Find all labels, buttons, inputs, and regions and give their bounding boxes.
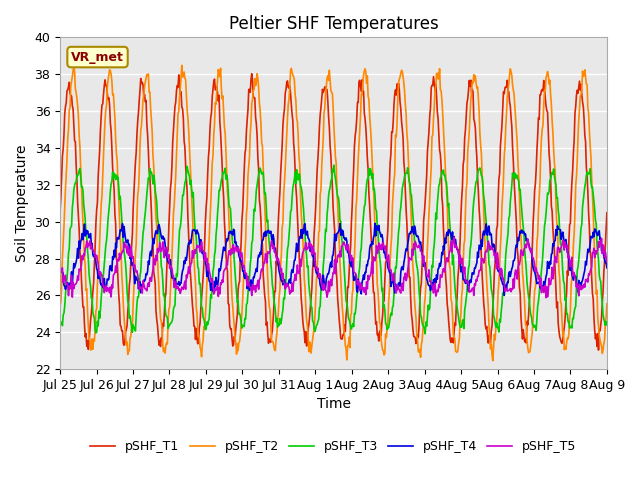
pSHF_T5 [542,295,550,300]
pSHF_T4 [178,272,186,278]
pSHF_T4 [122,240,130,246]
pSHF_T1 [401,168,408,174]
pSHF_T2 [603,301,611,307]
Text: VR_met: VR_met [71,50,124,63]
pSHF_T1 [248,71,255,77]
pSHF_T2 [489,358,497,363]
pSHF_T1 [122,326,130,332]
pSHF_T2 [207,181,215,187]
Line: pSHF_T1: pSHF_T1 [60,74,607,350]
pSHF_T1 [417,285,424,291]
pSHF_T2 [178,62,186,68]
pSHF_T5 [207,275,214,281]
pSHF_T1 [207,115,214,120]
pSHF_T3 [56,322,64,327]
pSHF_T1 [595,347,602,353]
pSHF_T1 [66,91,74,96]
Line: pSHF_T4: pSHF_T4 [60,223,607,295]
Line: pSHF_T2: pSHF_T2 [60,65,607,360]
pSHF_T2 [417,354,424,360]
pSHF_T3 [66,227,74,232]
pSHF_T4 [66,280,74,286]
pSHF_T5 [122,245,130,251]
pSHF_T3 [417,312,424,318]
pSHF_T4 [500,292,508,298]
Line: pSHF_T5: pSHF_T5 [60,237,607,298]
pSHF_T3 [330,162,338,168]
pSHF_T1 [178,104,186,110]
pSHF_T3 [603,322,611,328]
pSHF_T5 [416,244,424,250]
pSHF_T2 [401,89,408,95]
pSHF_T3 [207,292,214,298]
pSHF_T4 [56,268,64,274]
pSHF_T5 [400,274,408,280]
pSHF_T3 [421,331,429,336]
pSHF_T2 [122,342,130,348]
pSHF_T3 [401,173,408,179]
pSHF_T5 [66,286,74,292]
Y-axis label: Soil Temperature: Soil Temperature [15,144,29,262]
pSHF_T4 [401,256,408,262]
X-axis label: Time: Time [317,397,351,411]
pSHF_T4 [603,265,611,271]
Title: Peltier SHF Temperatures: Peltier SHF Temperatures [228,15,438,33]
Line: pSHF_T3: pSHF_T3 [60,165,607,334]
pSHF_T2 [66,105,74,111]
pSHF_T5 [56,266,64,272]
pSHF_T5 [178,284,186,290]
pSHF_T5 [603,259,611,264]
pSHF_T4 [417,239,424,245]
pSHF_T4 [207,288,214,293]
pSHF_T2 [56,303,64,309]
pSHF_T3 [178,206,186,212]
pSHF_T2 [179,74,186,80]
pSHF_T1 [56,207,64,213]
pSHF_T1 [603,210,611,216]
Legend: pSHF_T1, pSHF_T2, pSHF_T3, pSHF_T4, pSHF_T5: pSHF_T1, pSHF_T2, pSHF_T3, pSHF_T4, pSHF… [85,435,582,458]
pSHF_T5 [450,234,458,240]
pSHF_T4 [371,220,379,226]
pSHF_T3 [122,272,130,277]
